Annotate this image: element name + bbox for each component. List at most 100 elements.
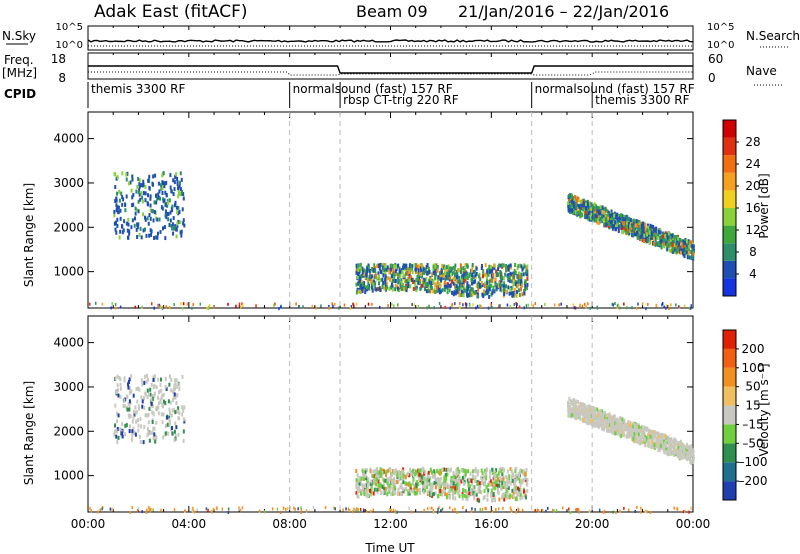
echo-cell [445,467,448,472]
echo-cell [388,267,391,272]
echo-cell [524,495,527,500]
scatter-cell [561,506,564,510]
echo-cell [625,231,628,236]
echo-cell [409,483,412,488]
scatter-cell [449,506,451,510]
echo-cell [501,275,504,280]
scatter-cell [690,506,692,510]
echo-cell [462,284,465,289]
echo-cell [389,278,392,283]
echo-cell [173,180,176,185]
echo-cell [437,477,440,482]
echo-cell [388,286,391,291]
echo-cell [517,264,520,269]
echo-cell [390,263,393,268]
echo-cell [114,376,117,381]
echo-cell [173,203,176,208]
echo-cell [132,202,135,207]
echo-cell [461,478,464,483]
echo-cell [514,486,517,491]
echo-cell [151,182,154,187]
echo-cell [673,243,676,248]
echo-cell [115,203,118,208]
echo-cell [655,241,658,246]
echo-cell [662,231,665,236]
scatter-cell [216,506,218,510]
echo-cell [148,392,151,397]
echo-cell [417,264,420,269]
colorbar-swatch [723,260,736,279]
echo-cell [481,478,484,483]
echo-cell [513,275,516,280]
echo-cell [366,494,369,499]
echo-cell [157,401,160,406]
echo-cell [664,231,667,236]
echo-cell [568,409,571,414]
echo-cell [666,447,669,452]
echo-cell [484,263,487,268]
echo-cell [431,474,434,479]
echo-cell [158,389,161,394]
echo-cell [607,212,610,217]
echo-cell [614,227,617,232]
echo-cell [363,281,366,286]
echo-cell [507,285,510,290]
scatter-cell [295,302,297,306]
echo-cell [396,272,399,277]
echo-cell [638,435,641,440]
scatter-cell [618,306,621,310]
scatter-cell [242,303,244,307]
echo-cell [650,445,653,450]
echo-cell [520,275,523,280]
scatter-cell [553,509,555,513]
echo-cell [607,413,610,418]
echo-cell [358,279,361,284]
colorbar-swatch [723,348,736,368]
ytick-label: 3000 [53,176,84,190]
echo-cell [455,469,458,474]
echo-cell [511,291,514,296]
scatter-cell [205,507,208,511]
xtick-label: 20:00 [575,517,610,531]
scatter-cell [517,507,520,511]
echo-cell [591,406,594,411]
echo-cell [393,271,396,276]
echo-cell [578,210,581,215]
echo-cell [608,412,611,417]
scatter-cell [431,506,433,510]
echo-cell [458,469,461,474]
echo-cell [452,481,455,486]
echo-cell [438,489,441,494]
echo-cell [672,238,675,243]
echo-cell [379,467,382,472]
echo-cell [365,468,368,473]
echo-cell [177,188,180,193]
echo-cell [651,235,654,240]
echo-cell [116,175,119,180]
scatter-cell [90,509,93,513]
echo-cell [151,430,154,435]
echo-cell [460,467,463,472]
echo-cell [635,218,638,223]
echo-cell [497,267,500,272]
echo-cell [446,269,449,274]
scatter-cell [470,509,473,513]
echo-cell [140,191,143,196]
echo-cell [567,403,570,408]
echo-cell [679,439,682,444]
echo-cell [673,247,676,252]
echo-cell [685,444,688,449]
echo-cell [393,479,396,484]
scatter-cell [574,306,577,310]
echo-cell [135,387,138,392]
echo-cell [633,435,636,440]
echo-cell [405,288,408,293]
echo-cell [637,440,640,445]
echo-cell [610,214,613,219]
echo-cell [657,441,660,446]
echo-cell [381,484,384,489]
scatter-cell [469,304,471,308]
echo-cell [438,290,441,295]
echo-cell [126,171,129,176]
echo-cell [573,412,576,417]
